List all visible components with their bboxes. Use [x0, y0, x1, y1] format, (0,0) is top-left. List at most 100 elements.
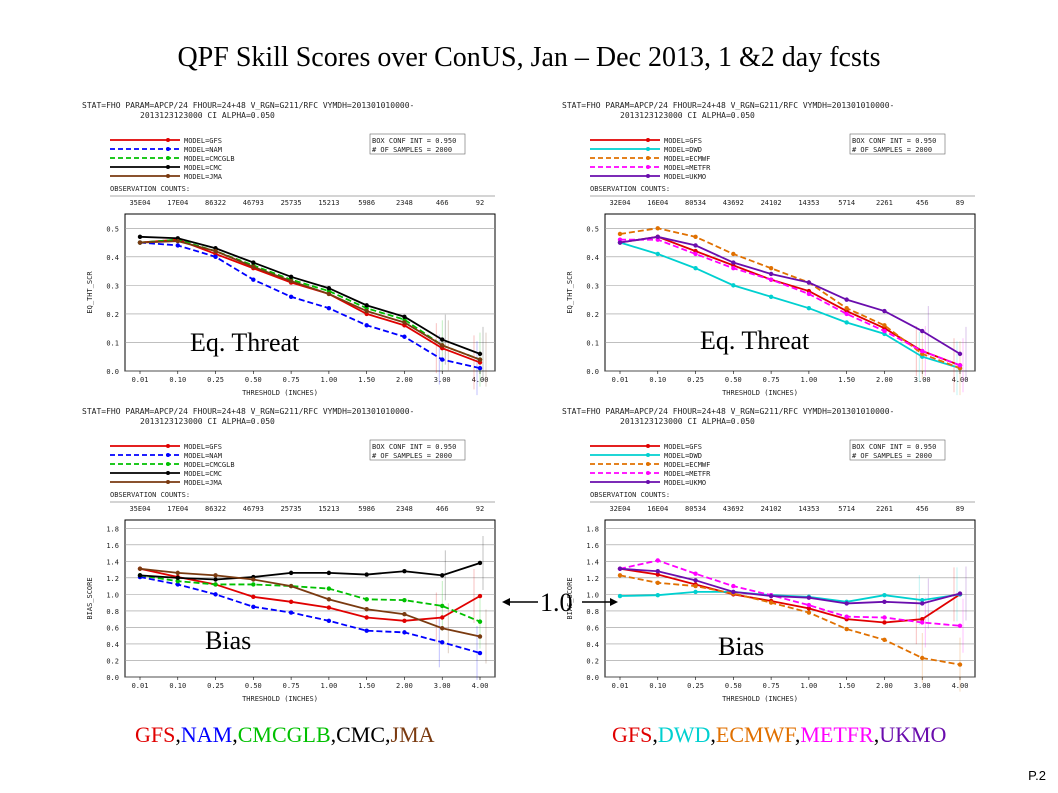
legend-marker	[166, 453, 170, 457]
legend-entry: MODEL=CMC	[184, 470, 222, 478]
obs-count: 35E04	[129, 199, 150, 207]
y-tick-label: 0.5	[586, 225, 599, 233]
observation-counts-label: OBSERVATION COUNTS:	[590, 491, 670, 499]
x-tick-label: 2.00	[396, 682, 413, 690]
x-tick-label: 0.10	[169, 376, 186, 384]
legend-entry: MODEL=CMCGLB	[184, 461, 235, 469]
data-point	[364, 308, 369, 314]
x-tick-label: 0.25	[207, 682, 224, 690]
model-list-right: GFS,DWD,ECMWF,METFR,UKMO	[612, 722, 946, 748]
series-line	[139, 241, 481, 370]
legend-entry: MODEL=METFR	[664, 164, 711, 172]
data-point	[175, 582, 180, 587]
conf-box-text: # OF SAMPLES = 2000	[372, 452, 452, 460]
data-point	[213, 573, 218, 578]
y-tick-label: 0.2	[586, 311, 599, 319]
data-point	[731, 589, 736, 595]
data-point	[288, 274, 294, 279]
obs-count: 17E04	[167, 199, 188, 207]
separator: ,	[385, 722, 391, 747]
x-tick-label: 0.01	[612, 682, 629, 690]
data-point	[617, 231, 623, 237]
data-point	[655, 580, 660, 585]
data-point	[137, 573, 143, 578]
y-tick-label: 1.8	[586, 525, 599, 533]
chart-svg: STAT=FHO PARAM=APCP/24 FHOUR=24+48 V_RGN…	[82, 407, 496, 703]
data-point	[844, 320, 849, 325]
data-point	[768, 266, 774, 271]
data-point	[920, 655, 925, 661]
conf-box-text: BOX CONF INT = 0.950	[852, 137, 936, 145]
x-axis-label: THRESHOLD (INCHES)	[722, 695, 798, 703]
data-point	[137, 566, 143, 571]
obs-count: 17E04	[167, 505, 188, 513]
legend-entry: MODEL=METFR	[664, 470, 711, 478]
chart-header-line: STAT=FHO PARAM=APCP/24 FHOUR=24+48 V_RGN…	[82, 407, 414, 416]
x-tick-label: 2.00	[876, 682, 893, 690]
conf-box	[849, 133, 946, 155]
legend-entry: MODEL=UKMO	[664, 173, 706, 181]
data-point	[844, 311, 849, 317]
data-point	[251, 582, 256, 587]
legend-entry: MODEL=GFS	[184, 443, 222, 451]
data-point	[806, 610, 812, 615]
obs-count: 16E04	[647, 505, 668, 513]
model-name-gfs: GFS	[135, 722, 176, 747]
legend-marker	[166, 156, 170, 160]
data-point	[251, 604, 256, 609]
legend-marker	[646, 480, 650, 484]
obs-count: 35E04	[129, 505, 150, 513]
data-point	[731, 283, 736, 288]
legend-marker	[646, 138, 650, 142]
data-point	[693, 589, 698, 595]
data-point	[693, 583, 698, 589]
data-point	[920, 616, 925, 622]
data-point	[957, 351, 963, 357]
x-tick-label: 4.00	[952, 376, 969, 384]
data-point	[402, 569, 407, 574]
data-point	[326, 570, 332, 576]
y-tick-label: 1.8	[106, 525, 119, 533]
y-tick-label: 0.6	[106, 624, 119, 632]
data-point	[440, 337, 445, 342]
x-tick-label: 1.00	[320, 376, 337, 384]
y-tick-label: 1.0	[106, 591, 119, 599]
separator: ,	[652, 722, 658, 747]
model-name-gfs: GFS	[612, 722, 653, 747]
data-point	[844, 306, 849, 311]
legend-entry: MODEL=GFS	[664, 137, 702, 145]
obs-count: 2348	[396, 505, 413, 513]
data-point	[731, 266, 736, 271]
arrow-left-head	[502, 598, 510, 606]
y-axis-label: BIAS_SCORE	[86, 577, 94, 619]
data-point	[957, 623, 963, 628]
chart-svg: STAT=FHO PARAM=APCP/24 FHOUR=24+48 V_RGN…	[562, 101, 976, 397]
x-tick-label: 3.00	[914, 682, 931, 690]
x-tick-label: 0.75	[283, 682, 300, 690]
data-point	[440, 343, 445, 348]
legend-marker	[166, 462, 170, 466]
conf-box	[369, 133, 466, 155]
data-point	[440, 573, 445, 578]
data-point	[844, 297, 849, 302]
x-tick-label: 0.50	[725, 376, 742, 384]
y-tick-label: 0.0	[586, 674, 599, 682]
data-point	[844, 626, 849, 632]
x-tick-label: 4.00	[472, 682, 489, 690]
data-point	[288, 583, 294, 589]
data-point	[326, 286, 332, 291]
legend-marker	[646, 165, 650, 169]
data-point	[251, 594, 256, 600]
series-line	[619, 227, 961, 369]
observation-counts-label: OBSERVATION COUNTS:	[110, 491, 190, 499]
model-name-metfr: METFR	[800, 722, 874, 747]
data-point	[882, 599, 887, 605]
y-tick-label: 0.4	[106, 254, 119, 262]
obs-count: 466	[436, 505, 449, 513]
separator: ,	[794, 722, 801, 747]
x-axis-label: THRESHOLD (INCHES)	[242, 695, 318, 703]
model-name-cmcglb: CMCGLB	[237, 722, 331, 747]
data-point	[326, 618, 332, 624]
data-point	[920, 348, 925, 354]
conf-box	[849, 439, 946, 461]
